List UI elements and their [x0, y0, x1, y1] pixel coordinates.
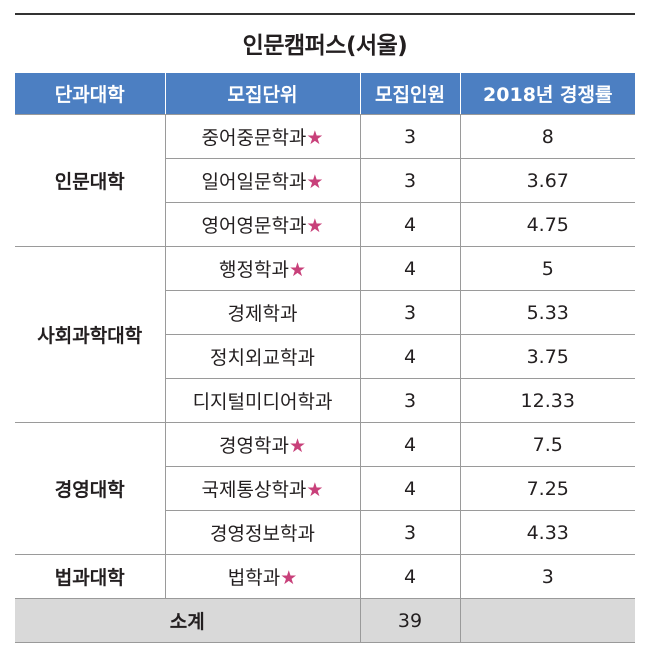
- college-cell: 인문대학: [15, 114, 166, 247]
- college-cell: 사회과학대학: [15, 246, 166, 423]
- rate-cell: 3: [459, 554, 635, 599]
- unit-name: 영어영문학과: [201, 215, 307, 237]
- rate-cell: 7.5: [459, 422, 635, 467]
- unit-name: 국제통상학과: [201, 479, 307, 501]
- unit-name: 경영정보학과: [210, 523, 315, 545]
- total-row: 소계 39: [15, 598, 635, 643]
- table-row: 사회과학대학 행정학과★ 4 5: [15, 246, 635, 423]
- rate-cell: 12.33: [459, 378, 635, 423]
- table-row: 디지털미디어학과 3 12.33: [15, 378, 635, 423]
- unit-name: 디지털미디어학과: [192, 391, 333, 413]
- star-mark: ★: [306, 479, 324, 501]
- college-cell: 경영대학: [15, 422, 166, 555]
- quota-cell: 4: [359, 422, 461, 467]
- unit-cell: 경제학과: [165, 290, 361, 335]
- unit-cell: 정치외교학과: [165, 334, 361, 379]
- unit-cell: 행정학과★: [164, 246, 361, 291]
- rate-cell: 3.75: [459, 334, 635, 379]
- unit-name: 경제학과: [227, 303, 298, 325]
- unit-cell: 중어중문학과★: [164, 114, 361, 159]
- table-row: 국제통상학과★ 4 7.25: [15, 466, 635, 511]
- star-mark: ★: [288, 259, 306, 281]
- quota-cell: 3: [359, 158, 461, 203]
- table-row: 법과대학 법학과★ 4 3: [15, 554, 635, 599]
- unit-name: 일어일문학과: [201, 171, 307, 193]
- rate-cell: 5: [459, 246, 635, 291]
- quota-cell: 4: [359, 202, 461, 247]
- quota-cell: 4: [359, 246, 461, 291]
- total-quota: 39: [359, 598, 461, 643]
- unit-cell: 경영학과★: [164, 422, 361, 467]
- unit-name: 행정학과: [219, 259, 289, 281]
- star-mark: ★: [288, 435, 306, 457]
- rate-cell: 3.67: [459, 158, 635, 203]
- table-row: 인문대학 중어중문학과★ 3 8: [15, 114, 635, 247]
- unit-cell: 디지털미디어학과: [165, 378, 361, 423]
- college-cell: 법과대학: [15, 554, 166, 599]
- unit-name: 경영학과: [219, 435, 289, 457]
- unit-cell: 법학과★: [164, 554, 361, 599]
- quota-cell: 3: [359, 378, 461, 423]
- header-cell: 2018년 경쟁률: [459, 73, 635, 115]
- unit-name: 중어중문학과: [201, 127, 307, 149]
- table-row: 영어영문학과★ 4 4.75: [15, 202, 635, 247]
- unit-cell: 경영정보학과: [165, 510, 361, 555]
- rate-cell: 7.25: [459, 466, 635, 511]
- rate-cell: 4.75: [459, 202, 635, 247]
- star-mark: ★: [306, 215, 324, 237]
- star-mark: ★: [280, 567, 298, 589]
- unit-cell: 국제통상학과★: [165, 466, 361, 511]
- unit-name: 법학과: [227, 567, 281, 589]
- star-mark: ★: [306, 171, 324, 193]
- title: 인문캠퍼스(서울): [242, 33, 408, 59]
- top-rule: [15, 13, 635, 15]
- table-row: 정치외교학과 4 3.75: [15, 334, 635, 379]
- quota-cell: 3: [359, 510, 461, 555]
- rate-cell: 5.33: [459, 290, 635, 335]
- table-body: 인문대학 중어중문학과★ 3 8 일어일문학과★ 3 3.67 영어영문학과★ 4 4.75 사회과…: [15, 114, 635, 643]
- quota-cell: 4: [359, 554, 461, 599]
- admission-table: 단과대학 모집단위 모집인원 2018년 경쟁률 인문대학 중어중문학과★ 3 8 일어일문학…: [15, 73, 635, 643]
- header-cell: 모집인원: [359, 73, 461, 115]
- star-mark: ★: [306, 127, 324, 149]
- quota-cell: 4: [359, 466, 461, 511]
- unit-cell: 일어일문학과★: [165, 158, 361, 203]
- unit-name: 정치외교학과: [210, 347, 315, 369]
- header-row: 단과대학 모집단위 모집인원 2018년 경쟁률: [15, 73, 635, 115]
- header-cell: 단과대학: [15, 73, 166, 115]
- total-empty: [459, 598, 635, 643]
- rate-cell: 4.33: [459, 510, 635, 555]
- header-cell: 모집단위: [164, 73, 361, 115]
- quota-cell: 3: [359, 290, 461, 335]
- rate-cell: 8: [459, 114, 635, 159]
- total-label: 소계: [15, 598, 361, 643]
- table-row: 경영대학 경영학과★ 4 7.5: [15, 422, 635, 555]
- quota-cell: 3: [359, 114, 461, 159]
- unit-cell: 영어영문학과★: [165, 202, 361, 247]
- table-row: 경영정보학과 3 4.33: [15, 510, 635, 555]
- quota-cell: 4: [359, 334, 461, 379]
